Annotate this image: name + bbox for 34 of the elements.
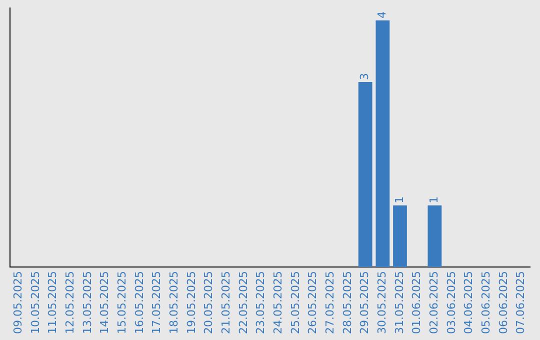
data-label: 3	[358, 73, 372, 80]
x-tick-label: 11.05.2025	[46, 271, 60, 334]
x-tick-label: 12.05.2025	[64, 271, 77, 334]
x-tick-label: 10.05.2025	[28, 271, 42, 334]
x-tick-label: 05.06.2025	[480, 271, 493, 334]
x-tick-label: 31.05.2025	[392, 271, 406, 334]
x-tick-label: 02.06.2025	[428, 271, 441, 334]
x-tick-label: 24.05.2025	[272, 271, 285, 334]
x-tick-label: 14.05.2025	[98, 271, 112, 334]
x-tick-label: 18.05.2025	[168, 271, 181, 334]
data-label: 1	[392, 196, 406, 204]
x-tick-label: 16.05.2025	[132, 271, 146, 334]
data-label: 1	[428, 196, 441, 204]
x-tick-label: 23.05.2025	[254, 271, 268, 334]
x-tick-label: 17.05.2025	[150, 271, 164, 334]
x-tick-label: 27.05.2025	[324, 271, 337, 334]
x-tick-label: 19.05.2025	[184, 271, 198, 334]
x-tick-label: 28.05.2025	[340, 271, 354, 334]
x-tick-label: 26.05.2025	[306, 271, 320, 334]
x-tick-label: 21.05.2025	[220, 271, 233, 334]
x-tick-label: 06.06.2025	[496, 271, 510, 334]
x-tick-label: 15.05.2025	[116, 271, 129, 334]
x-tick-label: 30.05.2025	[376, 271, 389, 334]
x-tick-label: 09.05.2025	[12, 271, 25, 334]
x-tick-label: 25.05.2025	[288, 271, 302, 334]
x-tick-label: 13.05.2025	[80, 271, 94, 334]
x-tick-label: 20.05.2025	[202, 271, 216, 334]
x-tick-label: 22.05.2025	[236, 271, 250, 334]
x-tick-label: 01.06.2025	[410, 271, 424, 334]
x-tick-label: 07.06.2025	[514, 271, 528, 334]
data-label: 4	[376, 11, 389, 18]
x-tick-label: 29.05.2025	[358, 271, 372, 334]
x-tick-label: 04.06.2025	[462, 271, 476, 334]
x-tick-label: 03.06.2025	[444, 271, 458, 334]
